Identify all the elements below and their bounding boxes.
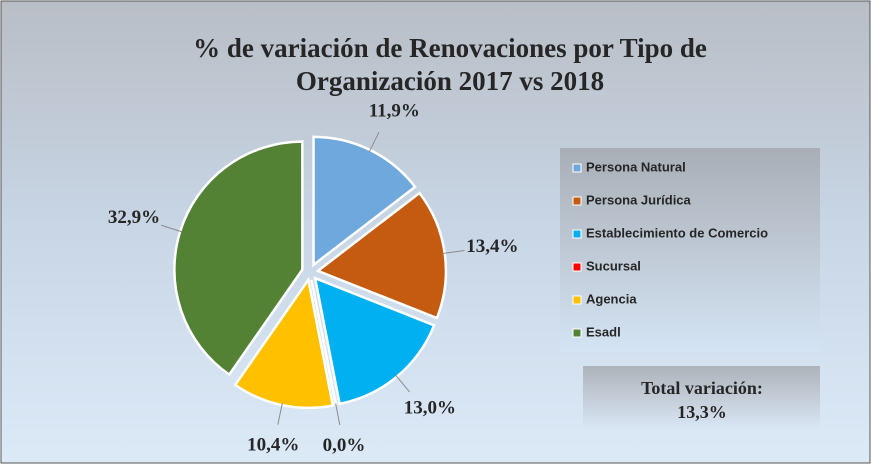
leader-line [335, 403, 341, 426]
legend-swatch [572, 328, 582, 338]
leader-line [161, 224, 183, 233]
legend-swatch [572, 229, 582, 239]
legend-label: Persona Natural [586, 159, 686, 174]
legend-label: Agencia [586, 291, 637, 306]
data-label: 10,4% [247, 435, 299, 456]
total-box [583, 366, 820, 430]
legend-label: Esadl [586, 324, 621, 339]
leader-line [368, 131, 380, 153]
legend-swatch [572, 196, 582, 206]
data-label: 11,9% [369, 101, 420, 122]
legend-label: Persona Jurídica [586, 192, 692, 207]
leader-line [277, 403, 283, 425]
legend-label: Establecimiento de Comercio [586, 225, 768, 240]
legend-box [560, 148, 820, 352]
legend-swatch [572, 295, 582, 305]
data-label: 0,0% [323, 435, 366, 456]
legend-label: Sucursal [586, 258, 641, 273]
data-label: 13,4% [466, 236, 518, 257]
total-label: Total variación: [641, 378, 763, 398]
leader-line [395, 374, 411, 393]
total-value: 13,3% [677, 402, 727, 422]
data-label: 13,0% [404, 397, 456, 418]
legend-swatch [572, 163, 582, 173]
chart-title: Organización 2017 vs 2018 [296, 66, 604, 96]
chart-title: % de variación de Renovaciones por Tipo … [193, 33, 707, 63]
legend-swatch [572, 262, 582, 272]
data-label: 32,9% [108, 207, 160, 228]
leader-line [442, 249, 465, 254]
